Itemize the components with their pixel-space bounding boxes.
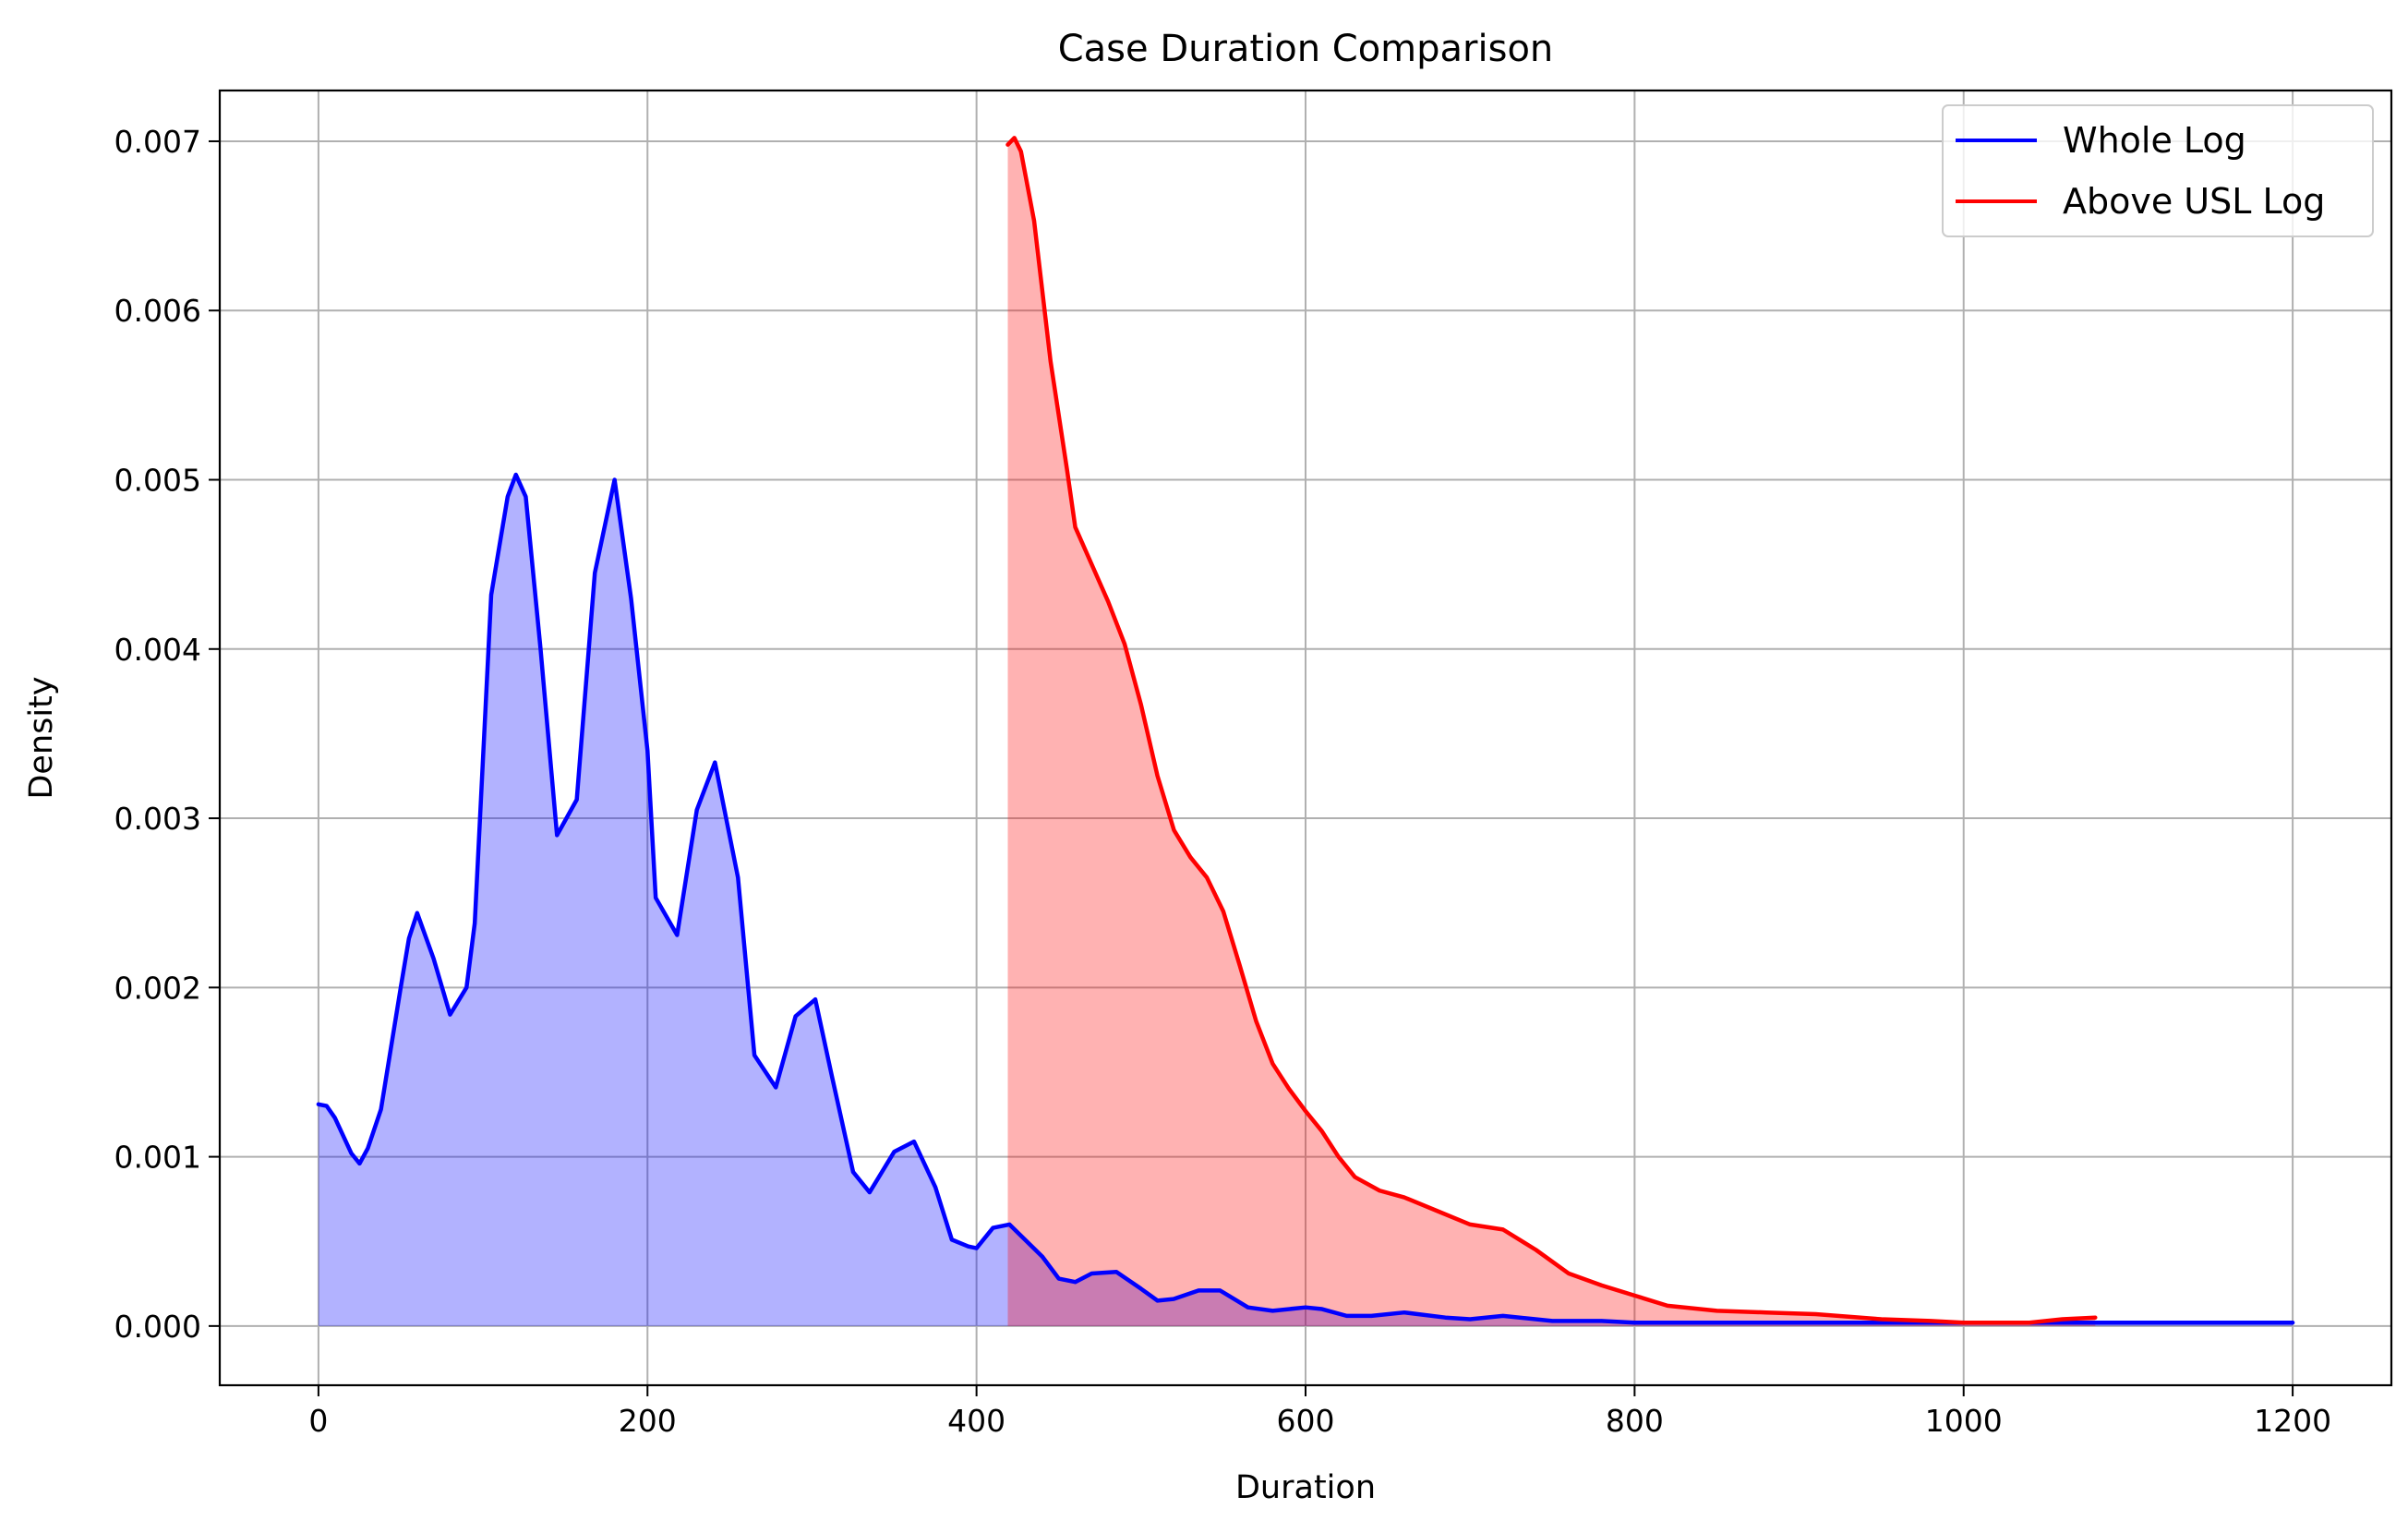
y-tick-label: 0.000 [114, 1309, 201, 1345]
x-tick-label: 1000 [1925, 1403, 2003, 1439]
y-axis-label: Density [23, 676, 60, 799]
series-fill-1 [1007, 138, 2096, 1326]
y-tick-label: 0.004 [114, 632, 201, 668]
series-fill-0 [318, 475, 2294, 1326]
legend-frame [1942, 104, 2374, 237]
y-tick-label: 0.007 [114, 124, 201, 160]
x-axis-label: Duration [1235, 1469, 1376, 1506]
legend: Whole Log Above USL Log [1942, 104, 2374, 237]
series-line-1 [1005, 136, 2098, 1325]
x-tick-label: 800 [1606, 1403, 1664, 1439]
series-layer [316, 136, 2295, 1326]
y-tick-label: 0.006 [114, 293, 201, 329]
series-line-0 [316, 472, 2295, 1325]
y-tick-label: 0.005 [114, 463, 201, 499]
grid-lines [220, 91, 2391, 1385]
x-tick-label: 0 [308, 1403, 328, 1439]
x-tick-label: 200 [619, 1403, 677, 1439]
y-tick-label: 0.003 [114, 801, 201, 837]
x-tick-label: 1200 [2254, 1403, 2331, 1439]
axis-ticks: 0 200 400 600 800 1000 1200 0.000 0.001 0.002 0.00… [114, 124, 2332, 1439]
y-tick-label: 0.002 [114, 970, 201, 1006]
y-tick-label: 0.001 [114, 1140, 201, 1176]
legend-label-above-usl-log: Above USL Log [2063, 181, 2325, 222]
legend-label-whole-log: Whole Log [2063, 120, 2246, 161]
x-tick-label: 600 [1277, 1403, 1335, 1439]
x-tick-label: 400 [947, 1403, 1005, 1439]
chart-title: Case Duration Comparison [1058, 28, 1554, 70]
